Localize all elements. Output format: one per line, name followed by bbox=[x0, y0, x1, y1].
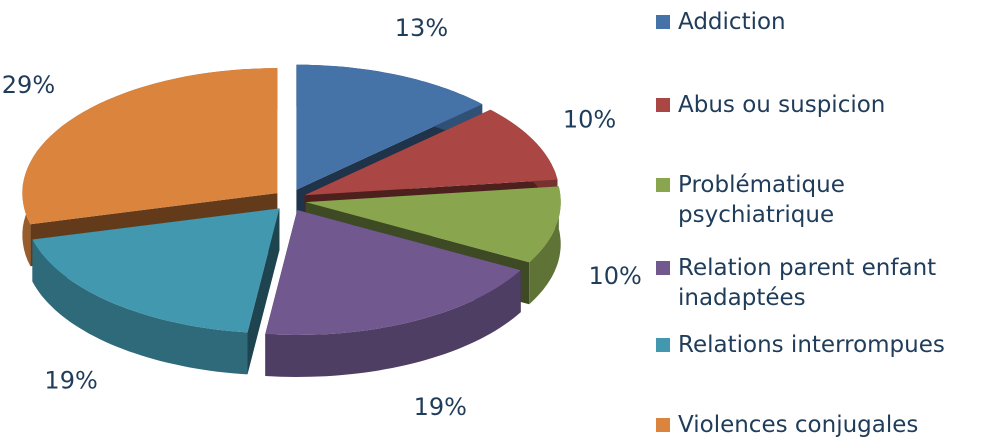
legend-label: Abus ou suspicion bbox=[678, 92, 886, 118]
slice bbox=[265, 210, 521, 335]
slice-side bbox=[32, 239, 248, 375]
legend-swatch bbox=[656, 261, 670, 275]
data-label: 19% bbox=[414, 393, 467, 421]
legend-swatch bbox=[656, 98, 670, 112]
data-label: 13% bbox=[395, 14, 448, 42]
legend-label: Addiction bbox=[678, 9, 786, 35]
slice bbox=[22, 68, 278, 225]
slice-side bbox=[529, 186, 561, 305]
legend-item: Violences conjugales bbox=[656, 410, 986, 440]
legend-item: Problématique psychiatrique bbox=[656, 170, 986, 230]
slice bbox=[32, 208, 280, 375]
data-label: 10% bbox=[588, 262, 641, 290]
slice bbox=[296, 64, 483, 190]
slice bbox=[265, 210, 521, 377]
legend-swatch bbox=[656, 338, 670, 352]
legend-swatch bbox=[656, 418, 670, 432]
legend-label: Relations interrompues bbox=[678, 332, 945, 358]
legend-swatch bbox=[656, 15, 670, 29]
slice bbox=[305, 186, 561, 263]
slice bbox=[304, 109, 558, 196]
legend-item: Abus ou suspicion bbox=[656, 90, 986, 120]
legend-swatch bbox=[656, 178, 670, 192]
data-label: 29% bbox=[2, 71, 55, 99]
legend-item: Addiction bbox=[656, 7, 986, 37]
data-label: 19% bbox=[44, 367, 97, 395]
legend-label: Violences conjugales bbox=[678, 412, 919, 438]
data-label: 10% bbox=[563, 106, 616, 134]
legend-item: Relations interrompues bbox=[656, 330, 986, 360]
slice bbox=[32, 208, 280, 333]
legend-label: Relation parent enfant inadaptées bbox=[678, 255, 937, 311]
legend-label: Problématique psychiatrique bbox=[678, 172, 845, 228]
slice-side bbox=[265, 270, 521, 377]
legend-item: Relation parent enfant inadaptées bbox=[656, 253, 986, 313]
